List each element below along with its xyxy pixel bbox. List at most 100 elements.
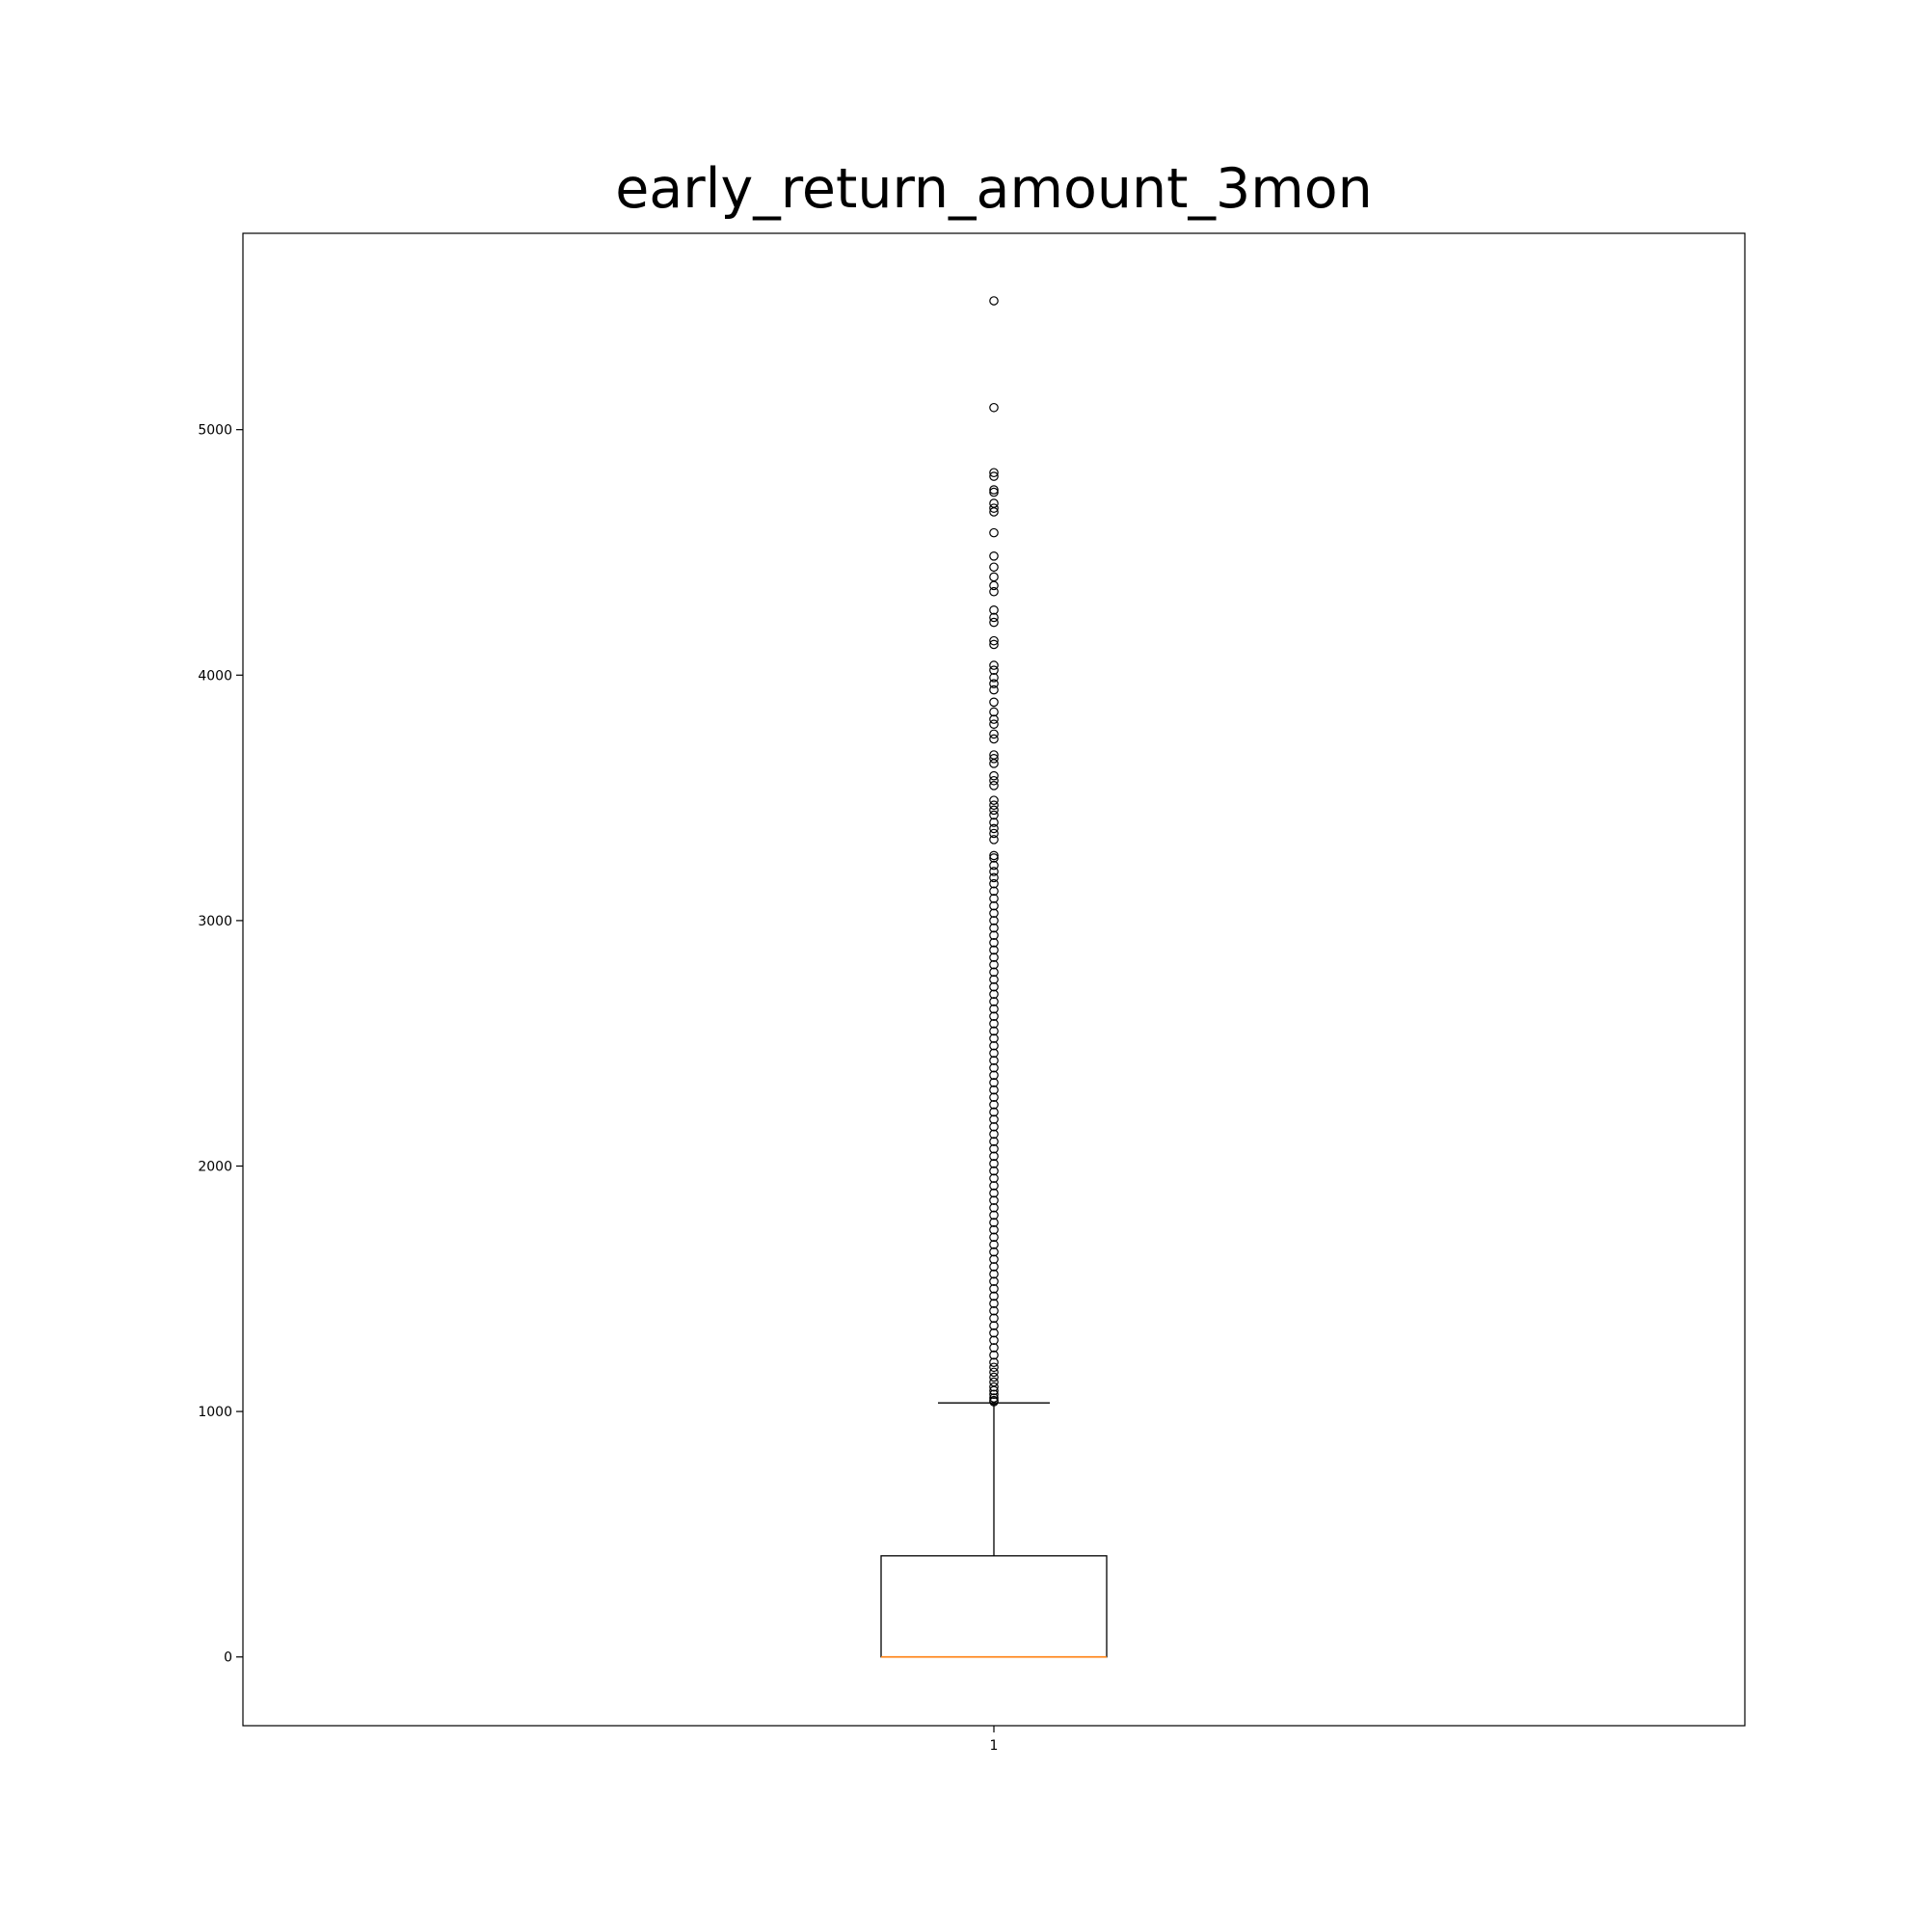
- outlier-point: [989, 835, 999, 845]
- outlier-point: [989, 800, 999, 811]
- outlier-point: [989, 1276, 999, 1286]
- outlier-point: [989, 1070, 999, 1081]
- outlier-point: [989, 759, 999, 768]
- outlier-point: [989, 605, 999, 615]
- outlier-point: [989, 503, 999, 513]
- outlier-point: [989, 1100, 999, 1110]
- y-axis: 0 1000 2000 3000 4000 5000: [198, 423, 243, 1666]
- outlier-point: [989, 1019, 999, 1029]
- outlier-point: [989, 1240, 999, 1249]
- outlier-point: [989, 959, 999, 970]
- outlier-point: [989, 1173, 999, 1184]
- outlier-point: [989, 296, 999, 306]
- outlier-point: [989, 1121, 999, 1132]
- outlier-point: [989, 707, 999, 717]
- outlier-point: [989, 1151, 999, 1162]
- outlier-point: [989, 810, 999, 820]
- outlier-point: [989, 1137, 999, 1146]
- outlier-point: [989, 860, 999, 871]
- chart-title: early_return_amount_3mon: [615, 157, 1373, 221]
- outlier-point: [989, 1210, 999, 1221]
- outlier-point: [989, 1224, 999, 1235]
- outlier-point: [989, 908, 999, 919]
- outlier-point: [989, 1218, 999, 1227]
- outlier-point: [989, 586, 999, 597]
- outlier-point: [989, 1247, 999, 1257]
- outlier-point: [989, 916, 999, 926]
- outlier-point: [989, 1343, 999, 1353]
- outlier-point: [989, 729, 999, 739]
- outlier-point: [989, 1385, 999, 1396]
- x-axis: 1: [990, 1726, 999, 1754]
- y-tick-label-2000: 2000: [198, 1160, 232, 1175]
- outlier-point: [989, 795, 999, 805]
- outlier-point: [989, 981, 999, 992]
- outlier-point: [989, 1078, 999, 1087]
- outlier-point: [989, 1284, 999, 1294]
- y-tick-label-3000: 3000: [198, 914, 232, 929]
- x-tick-label-1: 1: [990, 1738, 999, 1754]
- outlier-point: [989, 1393, 999, 1403]
- outlier-point: [989, 679, 999, 689]
- box-group: [880, 1402, 1108, 1658]
- outlier-point: [989, 1166, 999, 1176]
- outlier-point: [989, 719, 999, 730]
- outlier-point: [989, 1262, 999, 1272]
- outlier-point: [989, 660, 999, 670]
- outlier-point: [989, 945, 999, 955]
- outlier-point: [989, 1350, 999, 1360]
- outlier-point: [989, 1232, 999, 1243]
- outlier-point: [989, 639, 999, 650]
- outlier-point: [989, 770, 999, 781]
- outlier-point: [989, 1335, 999, 1346]
- outlier-point: [989, 1188, 999, 1198]
- outlier-point: [989, 1372, 999, 1382]
- outlier-group: [989, 296, 999, 1407]
- outlier-point: [989, 923, 999, 933]
- outlier-point: [989, 1313, 999, 1324]
- outlier-point: [989, 1357, 999, 1367]
- outlier-point: [989, 975, 999, 984]
- outlier-point: [989, 900, 999, 911]
- outlier-point: [989, 867, 999, 876]
- outlier-point: [989, 818, 999, 827]
- outlier-point: [989, 551, 999, 561]
- outlier-point: [989, 562, 999, 573]
- outlier-point: [989, 1114, 999, 1124]
- outlier-point: [989, 734, 999, 744]
- outlier-point: [989, 1085, 999, 1095]
- outlier-point: [989, 872, 999, 883]
- outlier-point: [989, 1056, 999, 1065]
- outlier-point: [989, 754, 999, 764]
- outlier-point: [989, 714, 999, 724]
- outlier-point: [989, 894, 999, 903]
- outlier-point: [989, 853, 999, 863]
- outlier-point: [989, 989, 999, 1000]
- outlier-point: [989, 1181, 999, 1191]
- outlier-point: [989, 878, 999, 889]
- outlier-point: [989, 1254, 999, 1265]
- outlier-point: [989, 1092, 999, 1103]
- outlier-point: [989, 1159, 999, 1168]
- outlier-point: [989, 1033, 999, 1043]
- outlier-point: [989, 1129, 999, 1140]
- outlier-point: [989, 938, 999, 948]
- outlier-point: [989, 1382, 999, 1392]
- outlier-point: [989, 1328, 999, 1338]
- outlier-point: [989, 850, 999, 861]
- outlier-point: [989, 487, 999, 497]
- outlier-point: [989, 805, 999, 816]
- outlier-point: [989, 673, 999, 683]
- outlier-point: [989, 1389, 999, 1400]
- outlier-point: [989, 471, 999, 481]
- outlier-point: [989, 635, 999, 646]
- outlier-point: [989, 1269, 999, 1279]
- outlier-point: [989, 1299, 999, 1308]
- outlier-point: [989, 665, 999, 675]
- outlier-point: [989, 1062, 999, 1073]
- outlier-point: [989, 612, 999, 623]
- outlier-point: [989, 580, 999, 591]
- outlier-point: [989, 1143, 999, 1154]
- outlier-point: [989, 1107, 999, 1117]
